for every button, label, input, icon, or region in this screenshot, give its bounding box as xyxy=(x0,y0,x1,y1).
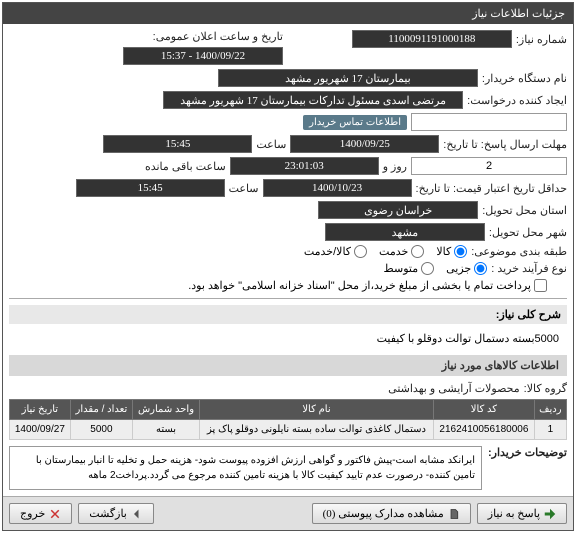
category-label: طبقه بندی موضوعی: xyxy=(471,245,567,258)
proc-medium-radio[interactable]: متوسط xyxy=(384,262,435,275)
table-cell: بسته xyxy=(133,420,200,440)
exit-icon xyxy=(49,508,61,520)
contact-info-link[interactable]: اطلاعات تماس خریدار xyxy=(303,115,407,130)
items-section-title: اطلاعات کالاهای مورد نیاز xyxy=(9,355,567,376)
desc-label: شرح کلی نیاز: xyxy=(9,305,567,324)
remaining-time-field[interactable] xyxy=(230,157,379,175)
payment-checkbox[interactable]: پرداخت تمام یا بخشی از مبلغ خرید،از محل … xyxy=(188,279,547,292)
attachments-button[interactable]: مشاهده مدارک پیوستی (0) xyxy=(312,503,471,524)
notes-box: ایرانکد مشابه است-پیش فاکتور و گواهی ارز… xyxy=(9,446,482,490)
time-label-1: ساعت xyxy=(256,138,286,151)
request-no-field[interactable] xyxy=(352,30,512,48)
validity-date-field[interactable] xyxy=(263,179,412,197)
reply-button[interactable]: پاسخ به نیاز xyxy=(477,503,567,524)
validity-label: حداقل تاریخ اعتبار قیمت: تا تاریخ: xyxy=(416,182,567,195)
requester-extra-field[interactable] xyxy=(411,113,567,131)
footer-toolbar: پاسخ به نیاز مشاهده مدارک پیوستی (0) باز… xyxy=(3,496,573,530)
details-panel: جزئیات اطلاعات نیاز شماره نیاز: تاریخ و … xyxy=(2,2,574,531)
group-value: محصولات آرایشی و بهداشتی xyxy=(388,382,519,395)
table-header-cell: واحد شمارش xyxy=(133,400,200,420)
table-cell: 2162410056180006 xyxy=(434,420,535,440)
cat-goods-service-radio[interactable]: کالا/خدمت xyxy=(304,245,367,258)
reply-icon xyxy=(544,508,556,520)
table-header-cell: کد کالا xyxy=(434,400,535,420)
back-icon xyxy=(131,508,143,520)
days-field[interactable] xyxy=(411,157,567,175)
requester-field[interactable] xyxy=(163,91,463,109)
deadline-date-field[interactable] xyxy=(290,135,439,153)
buyer-org-field[interactable] xyxy=(218,69,478,87)
table-header-cell: تعداد / مقدار xyxy=(70,400,132,420)
table-header-cell: تاریخ نیاز xyxy=(10,400,71,420)
process-radio-group: جزیی متوسط xyxy=(384,262,488,275)
attachment-icon xyxy=(448,508,460,520)
category-radio-group: کالا خدمت کالا/خدمت xyxy=(304,245,467,258)
province-label: استان محل تحویل: xyxy=(482,204,567,217)
group-label: گروه کالا: xyxy=(524,382,567,395)
cat-goods-radio[interactable]: کالا xyxy=(436,245,467,258)
exit-button[interactable]: خروج xyxy=(9,503,72,524)
items-table: ردیفکد کالانام کالاواحد شمارشتعداد / مقد… xyxy=(9,399,567,440)
deadline-time-field[interactable] xyxy=(103,135,252,153)
table-row[interactable]: 12162410056180006دستمال کاغذی توالت ساده… xyxy=(10,420,567,440)
table-cell: 1400/09/27 xyxy=(10,420,71,440)
days-and-label: روز و xyxy=(383,160,407,173)
buyer-org-label: نام دستگاه خریدار: xyxy=(482,72,567,85)
notes-label: توضیحات خریدار: xyxy=(488,446,567,459)
deadline-label: مهلت ارسال پاسخ: تا تاریخ: xyxy=(443,138,567,151)
panel-title: جزئیات اطلاعات نیاز xyxy=(3,3,573,24)
process-label: نوع فرآیند خرید : xyxy=(491,262,567,275)
validity-time-field[interactable] xyxy=(76,179,225,197)
city-label: شهر محل تحویل: xyxy=(489,226,567,239)
proc-minor-radio[interactable]: جزیی xyxy=(446,262,487,275)
table-header-row: ردیفکد کالانام کالاواحد شمارشتعداد / مقد… xyxy=(10,400,567,420)
request-no-label: شماره نیاز: xyxy=(516,33,567,46)
table-cell: دستمال کاغذی توالت ساده بسته نایلونی دوق… xyxy=(199,420,433,440)
panel-body: شماره نیاز: تاریخ و ساعت اعلان عمومی: نا… xyxy=(3,24,573,496)
table-header-cell: ردیف xyxy=(534,400,566,420)
time-label-2: ساعت xyxy=(229,182,259,195)
announce-date-label: تاریخ و ساعت اعلان عمومی: xyxy=(153,30,283,43)
requester-label: ایجاد کننده درخواست: xyxy=(467,94,567,107)
city-field[interactable] xyxy=(325,223,485,241)
table-body: 12162410056180006دستمال کاغذی توالت ساده… xyxy=(10,420,567,440)
table-header-cell: نام کالا xyxy=(199,400,433,420)
cat-service-radio[interactable]: خدمت xyxy=(379,245,424,258)
table-cell: 1 xyxy=(534,420,566,440)
remaining-label: ساعت باقی مانده xyxy=(145,160,226,173)
province-field[interactable] xyxy=(318,201,478,219)
announce-date-field[interactable] xyxy=(123,47,283,65)
desc-text: 5000بسته دستمال توالت دوقلو با کیفیت xyxy=(9,328,567,349)
back-button[interactable]: بازگشت xyxy=(78,503,154,524)
table-cell: 5000 xyxy=(70,420,132,440)
